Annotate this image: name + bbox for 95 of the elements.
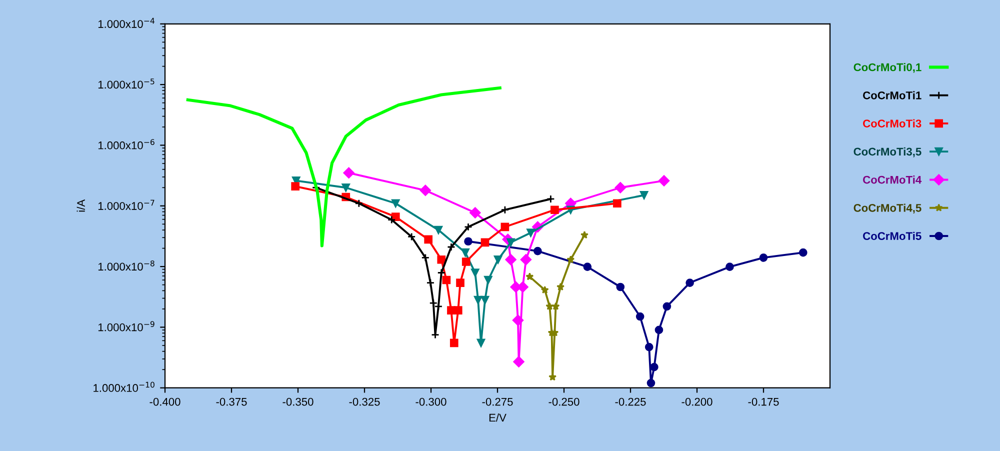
x-tick-label: -0.400 (150, 398, 180, 406)
point (583, 262, 592, 271)
point (342, 183, 350, 192)
point (454, 306, 462, 314)
point (552, 302, 560, 310)
point (456, 278, 464, 287)
x-tick-label: -0.375 (216, 398, 247, 406)
point (470, 207, 481, 218)
point (636, 312, 644, 321)
point (464, 222, 472, 232)
point (424, 235, 433, 244)
legend-label: CoCrMoTi4,5 (854, 204, 922, 214)
x-tick-label: -0.225 (615, 398, 646, 406)
point (566, 255, 575, 264)
point (391, 199, 400, 208)
point (759, 254, 768, 262)
point (470, 268, 480, 277)
legend-label: CoCrMoTi3 (863, 119, 922, 128)
y-tick-label: 1.000x10$^{−9}$ (98, 321, 154, 332)
point (658, 175, 670, 186)
point (640, 191, 648, 200)
x-tick-label: -0.275 (482, 398, 513, 406)
point (526, 228, 535, 237)
legend-label: CoCrMoTi4 (863, 176, 922, 184)
y-tick-label: 1.000x10$^{−5}$ (98, 78, 154, 89)
point (480, 296, 490, 304)
point (662, 302, 672, 311)
point (546, 194, 555, 204)
point (512, 314, 524, 326)
point (426, 278, 435, 287)
point (614, 182, 626, 194)
point (437, 255, 446, 264)
y-tick-label: 1.000x10$^{−4}$ (98, 18, 154, 28)
point (476, 338, 486, 348)
point (447, 242, 456, 252)
point (343, 167, 354, 178)
x-tick-label: -0.350 (282, 398, 314, 406)
point (420, 184, 432, 196)
point (484, 276, 492, 284)
point (548, 373, 557, 381)
point (646, 378, 656, 388)
legend-label: CoCrMoTi0,1 (854, 63, 922, 73)
point (520, 254, 532, 266)
point (556, 282, 565, 291)
y-tick-label: 1.000x10$^{−10}$ (94, 382, 154, 392)
point (526, 272, 534, 280)
line-series (186, 86, 502, 248)
legend-label: CoCrMoTi3,5 (854, 147, 922, 158)
point (540, 286, 549, 294)
x-tick-label: -0.200 (682, 398, 712, 406)
point (387, 216, 396, 224)
point (434, 226, 443, 234)
point (421, 254, 430, 262)
point (644, 342, 654, 352)
y-tick-label: 1.000x10$^{−6}$ (98, 139, 154, 150)
point (726, 262, 734, 271)
point (616, 282, 625, 292)
point (480, 238, 490, 247)
legend-label: CoCrMoTi1 (863, 91, 922, 100)
point (546, 302, 554, 310)
y-tick-label: 1.000x10$^{−7}$ (98, 200, 154, 210)
x-tick-label: -0.325 (349, 398, 380, 406)
point (654, 326, 664, 334)
point (798, 248, 808, 257)
point (505, 254, 516, 266)
point (650, 362, 658, 372)
point (506, 238, 515, 247)
point (500, 222, 510, 232)
point (464, 237, 472, 246)
point (461, 248, 470, 257)
y-axis-title: i/A (76, 199, 85, 212)
point (494, 255, 502, 264)
point (500, 206, 510, 214)
x-tick-label: -0.300 (416, 398, 446, 406)
y-tick-label: 1.000x10$^{−8}$ (98, 260, 154, 271)
point (429, 298, 438, 308)
point (442, 276, 451, 284)
point (534, 246, 542, 256)
point (434, 302, 443, 311)
x-tick-label: -0.175 (748, 398, 779, 406)
point (686, 278, 694, 287)
legend-label: CoCrMoTi5 (863, 232, 922, 240)
point (462, 258, 470, 266)
x-tick-label: -0.250 (548, 398, 580, 406)
point (550, 206, 559, 214)
point (613, 199, 622, 208)
x-axis-title: E/V (489, 413, 506, 422)
point (437, 268, 446, 277)
point (450, 338, 458, 348)
point (291, 182, 300, 191)
point (474, 296, 482, 304)
point (354, 199, 364, 208)
point (407, 232, 416, 241)
point (513, 356, 524, 368)
point (580, 230, 588, 239)
